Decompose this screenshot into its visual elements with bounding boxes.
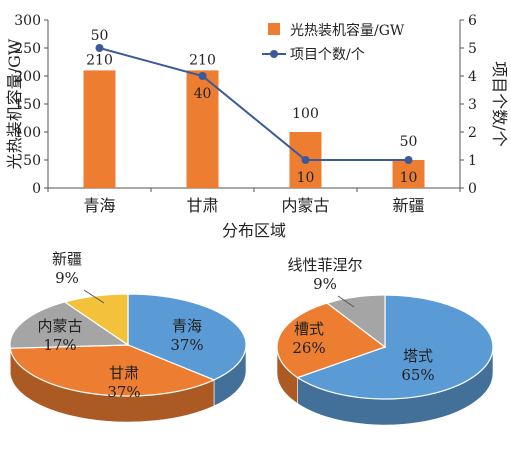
pie-slice-percent: 17% bbox=[43, 336, 76, 354]
pie-slice-percent: 37% bbox=[170, 336, 203, 354]
y-tick-label-right: 4 bbox=[468, 69, 477, 85]
pie-slice bbox=[9, 344, 216, 397]
x-axis-title: 分布区域 bbox=[222, 221, 286, 240]
y-tick-label-left: 0 bbox=[32, 181, 41, 197]
y-tick-label-left: 150 bbox=[14, 97, 41, 113]
y-tick-label-left: 300 bbox=[14, 13, 41, 29]
y-tick-label-left: 250 bbox=[14, 41, 41, 57]
y-tick-label-left: 200 bbox=[14, 69, 41, 85]
legend-swatch-bar bbox=[268, 23, 280, 35]
y-tick-label-left: 50 bbox=[23, 153, 41, 169]
legend-marker-line bbox=[270, 50, 278, 58]
legend-label-bar: 光热装机容量/GW bbox=[290, 22, 405, 39]
y-tick-label-left: 100 bbox=[14, 125, 41, 141]
pie-slice bbox=[63, 293, 129, 347]
pie-slice-percent: 9% bbox=[55, 269, 79, 287]
y-tick-label-right: 5 bbox=[468, 41, 477, 57]
y-tick-label-right: 0 bbox=[468, 181, 477, 197]
pie-slice-name: 线性菲涅尔 bbox=[287, 256, 362, 274]
pie-slice bbox=[9, 301, 130, 349]
line-point bbox=[404, 156, 413, 164]
x-tick-label: 新疆 bbox=[392, 196, 424, 215]
pie-leader-line bbox=[337, 295, 355, 308]
legend-label-line: 项目个数/个 bbox=[290, 47, 365, 63]
pie-slice-percent: 26% bbox=[292, 339, 325, 357]
line-series bbox=[99, 47, 409, 161]
pie-slice bbox=[296, 294, 494, 400]
pie-leader-line bbox=[83, 289, 105, 304]
x-tick-label: 甘肃 bbox=[186, 196, 218, 215]
pie-slice-name: 甘肃 bbox=[109, 364, 139, 382]
bar-value-label: 50 bbox=[400, 134, 418, 150]
pie-slice-percent: 37% bbox=[107, 383, 140, 401]
pie-slice-percent: 65% bbox=[401, 366, 434, 384]
bar bbox=[392, 160, 425, 188]
line-point bbox=[198, 72, 207, 80]
bar-value-label: 210 bbox=[189, 52, 216, 68]
pie-slice-name: 新疆 bbox=[52, 250, 82, 268]
y-tick-label-right: 6 bbox=[468, 13, 477, 29]
line-value-label: 10 bbox=[400, 170, 418, 186]
line-point bbox=[301, 156, 310, 164]
pie-slice bbox=[325, 294, 386, 349]
pie-slice-percent: 9% bbox=[313, 275, 337, 293]
bar-value-label: 210 bbox=[86, 52, 113, 68]
pie-slice-name: 塔式 bbox=[403, 347, 433, 365]
y-tick-label-right: 2 bbox=[468, 125, 477, 141]
pie-slice-name: 槽式 bbox=[294, 320, 324, 338]
line-value-label: 40 bbox=[194, 86, 212, 102]
line-value-label: 10 bbox=[297, 170, 315, 186]
y-axis-title-right: 项目个数/个 bbox=[490, 61, 509, 146]
y-tick-label-right: 3 bbox=[468, 97, 477, 113]
bar-value-label: 100 bbox=[292, 106, 319, 122]
x-tick-label: 青海 bbox=[83, 196, 115, 215]
line-value-label: 50 bbox=[91, 28, 109, 44]
line-point bbox=[95, 44, 104, 52]
pie-slice bbox=[276, 302, 387, 379]
pie-slice bbox=[127, 293, 247, 381]
pie-slice-name: 内蒙古 bbox=[37, 317, 82, 335]
x-tick-label: 内蒙古 bbox=[281, 196, 329, 215]
bar bbox=[83, 70, 116, 188]
y-tick-label-right: 1 bbox=[468, 153, 477, 169]
bar bbox=[186, 70, 219, 188]
y-axis-title-left: 光热装机容量/GW bbox=[5, 38, 24, 169]
pie-slice-name: 青海 bbox=[172, 317, 202, 335]
